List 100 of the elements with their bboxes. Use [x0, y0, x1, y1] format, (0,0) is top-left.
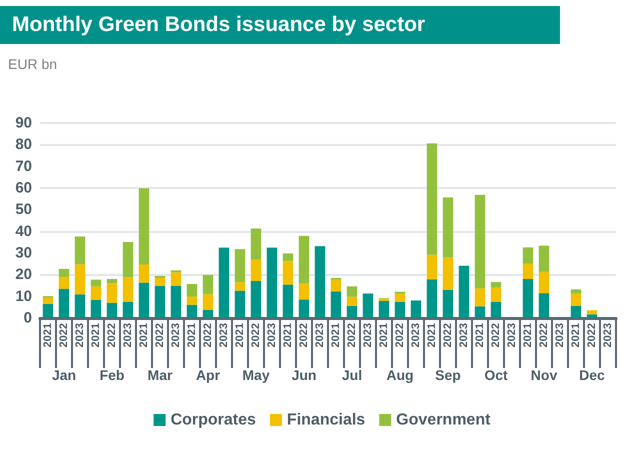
bar	[490, 287, 502, 302]
bar	[58, 268, 70, 278]
bar	[58, 277, 70, 289]
x-tick-label: 2023	[602, 323, 614, 348]
text: Mar	[148, 367, 173, 383]
bar	[234, 282, 246, 291]
x-tick-label: 2022	[58, 323, 70, 348]
y-tick-label: 30	[15, 244, 32, 262]
x-tick-label: 2021	[186, 323, 198, 348]
bar	[90, 280, 102, 286]
bar	[106, 302, 118, 318]
x-tick-label: 2023	[74, 323, 86, 348]
bar	[570, 306, 582, 318]
bar	[538, 293, 550, 318]
bar	[282, 253, 294, 262]
x-tick-label: 2022	[346, 323, 358, 348]
x-tick-label: 2021	[42, 323, 54, 348]
bar	[522, 247, 534, 264]
y-tick-label: 10	[15, 288, 32, 305]
bar	[58, 288, 70, 318]
text: Jun	[292, 367, 316, 383]
bar	[154, 286, 166, 318]
y-tick-label: 90	[15, 114, 32, 132]
bar	[394, 294, 406, 302]
bar	[474, 306, 486, 318]
chart-title: Monthly Green Bonds issuance by sector	[0, 6, 560, 44]
x-tick-label: 2021	[138, 323, 150, 348]
bar	[138, 282, 150, 318]
bar	[138, 188, 150, 264]
bar	[282, 284, 294, 318]
bar	[106, 279, 118, 284]
x-tick-label: 2021	[426, 323, 438, 348]
bar	[154, 278, 166, 286]
bar	[346, 296, 358, 306]
y-tick-label: 60	[15, 180, 32, 196]
bar	[346, 286, 358, 297]
bar	[586, 310, 598, 314]
bar	[442, 197, 454, 258]
text: Jan	[52, 367, 76, 383]
bar	[474, 288, 486, 306]
x-tick-label: 2021	[330, 323, 342, 348]
bar	[442, 290, 454, 318]
x-tick-label: 2021	[378, 323, 390, 348]
x-tick-label: 2023	[122, 323, 134, 348]
bar	[490, 302, 502, 318]
bar	[362, 294, 374, 318]
bar	[74, 236, 86, 264]
x-tick-label: 2021	[90, 323, 102, 348]
x-tick-label: 2023	[170, 323, 182, 348]
x-tick-label: 2021	[474, 323, 486, 348]
bar	[266, 248, 278, 318]
x-tick-label: 2022	[154, 323, 166, 348]
x-tick-label: 2023	[554, 323, 566, 348]
legend-label: Government	[396, 412, 492, 428]
text: Feb	[100, 367, 124, 383]
bar	[250, 280, 262, 318]
bar	[474, 194, 486, 288]
bar	[186, 296, 198, 305]
bar	[330, 280, 342, 292]
bar	[218, 248, 230, 318]
bar	[202, 310, 214, 318]
x-tick-label: 2022	[538, 323, 550, 348]
bar	[122, 302, 134, 318]
bar	[186, 304, 198, 318]
bar	[298, 236, 310, 284]
bar	[202, 274, 214, 294]
bar	[122, 277, 134, 302]
text: Nov	[530, 367, 558, 383]
x-tick-label: 2022	[442, 323, 454, 348]
y-tick-label: 20	[15, 266, 32, 284]
legend-label: Financials	[286, 412, 366, 428]
x-tick-label: 2022	[298, 323, 310, 348]
legend-label: Corporates	[170, 412, 256, 428]
text: May	[242, 367, 270, 383]
x-tick-label: 2023	[410, 323, 422, 348]
bar	[570, 294, 582, 306]
bar	[202, 294, 214, 310]
bar	[314, 246, 326, 318]
bar	[522, 279, 534, 318]
bar	[106, 283, 118, 303]
y-tick-label: 80	[15, 136, 32, 154]
bar	[522, 264, 534, 279]
x-tick-label: 2022	[106, 323, 118, 348]
bar	[490, 282, 502, 288]
bar	[138, 264, 150, 283]
text: Dec	[579, 367, 606, 383]
bar	[298, 300, 310, 318]
bar	[442, 257, 454, 290]
y-tick-label: 0	[24, 310, 32, 326]
bar	[410, 300, 422, 318]
bar	[346, 306, 358, 318]
bar	[42, 304, 54, 318]
bar	[330, 291, 342, 318]
x-tick-label: 2022	[202, 323, 214, 348]
bar	[538, 246, 550, 272]
bar	[74, 294, 86, 318]
bar	[458, 266, 470, 318]
bar	[234, 290, 246, 318]
bar	[74, 264, 86, 294]
bar	[250, 260, 262, 281]
